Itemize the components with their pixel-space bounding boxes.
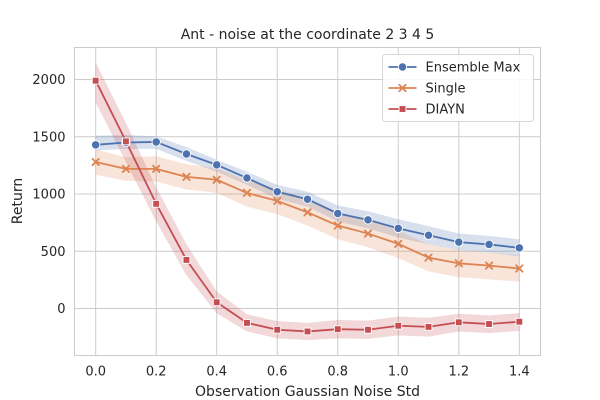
ensemble-max-point	[423, 230, 434, 240]
x-tick-label: 0.8	[327, 365, 348, 380]
legend-single-label: Single	[426, 82, 466, 97]
x-tick-label: 1.4	[509, 365, 530, 380]
x-tick-label: 0.6	[267, 365, 288, 380]
ensemble-max-point	[363, 215, 373, 225]
diayn-point	[152, 199, 161, 208]
ensemble-max-point	[272, 187, 282, 197]
series-markers	[91, 76, 524, 336]
single-point	[394, 239, 403, 248]
single-point	[91, 157, 100, 167]
y-tick-label: 1000	[32, 188, 65, 203]
single-point	[363, 229, 373, 238]
single-point	[121, 164, 131, 173]
diayn-point	[273, 325, 282, 334]
single-point	[242, 188, 252, 198]
ensemble-max-point	[151, 137, 161, 147]
ensemble-max-point	[302, 194, 313, 204]
diayn-point	[515, 317, 524, 326]
tick-labels: 0.0 0.2 0.4 0.6 0.8 1.0 1.2 1.4 0 500 1000 1500 2000	[32, 73, 529, 379]
x-tick-label: 0.2	[146, 365, 167, 380]
diayn-point	[485, 320, 493, 328]
x-tick-label: 0.0	[85, 365, 106, 380]
diayn-point	[454, 318, 463, 327]
single-point	[454, 259, 463, 268]
chart-title: Ant - noise at the coordinate 2 3 4 5	[181, 27, 435, 43]
ensemble-max-point	[484, 239, 494, 250]
y-tick-label: 500	[41, 245, 66, 260]
single-point	[424, 253, 433, 262]
single-point	[515, 264, 524, 273]
diayn-point	[364, 325, 372, 334]
legend-diayn-label: DIAYN	[426, 103, 465, 118]
ensemble-max-point	[454, 237, 464, 247]
diayn-point	[212, 298, 221, 307]
plot-frame	[74, 47, 541, 356]
diayn-point	[243, 319, 251, 327]
legend: Ensemble Max Single DIAYN	[382, 54, 534, 122]
single-point	[333, 221, 342, 230]
y-tick-label: 1500	[32, 130, 65, 145]
single-point	[212, 175, 221, 184]
diayn-point	[394, 321, 403, 330]
single-point	[182, 172, 191, 181]
single-band	[95, 149, 520, 282]
ensemble-max-point	[91, 140, 101, 150]
x-axis-label: Observation Gaussian Noise Std	[195, 384, 420, 400]
diayn-point	[182, 256, 191, 264]
x-tick-label: 1.2	[448, 365, 469, 380]
ensemble-max-point	[514, 243, 524, 253]
ensemble-max-point	[393, 223, 403, 234]
diayn-point	[424, 323, 433, 331]
ensemble-max-point	[212, 160, 222, 170]
legend-ensemble-max-label: Ensemble Max	[426, 61, 521, 76]
diayn-point	[303, 327, 312, 336]
x-tick-label: 0.4	[206, 365, 227, 380]
single-point	[303, 208, 312, 217]
diayn-band	[95, 62, 520, 341]
ensemble-max-point	[242, 173, 252, 183]
y-tick-label: 0	[57, 302, 65, 317]
ensemble-max-point	[333, 208, 343, 219]
ensemble-max-point	[181, 149, 192, 159]
legend-box	[382, 54, 534, 122]
diayn-point	[122, 137, 130, 146]
legend-ensemble-max-marker	[397, 62, 408, 72]
diayn-point	[91, 76, 100, 85]
y-axis-label: Return	[10, 178, 26, 224]
single-point	[273, 196, 282, 206]
diayn-point	[333, 325, 342, 334]
single-point	[152, 164, 161, 173]
legend-diayn-marker	[398, 105, 407, 113]
single-point	[484, 261, 494, 270]
legend-single-marker	[398, 83, 407, 93]
x-tick-label: 1.0	[388, 365, 409, 380]
y-tick-label: 2000	[32, 73, 65, 88]
